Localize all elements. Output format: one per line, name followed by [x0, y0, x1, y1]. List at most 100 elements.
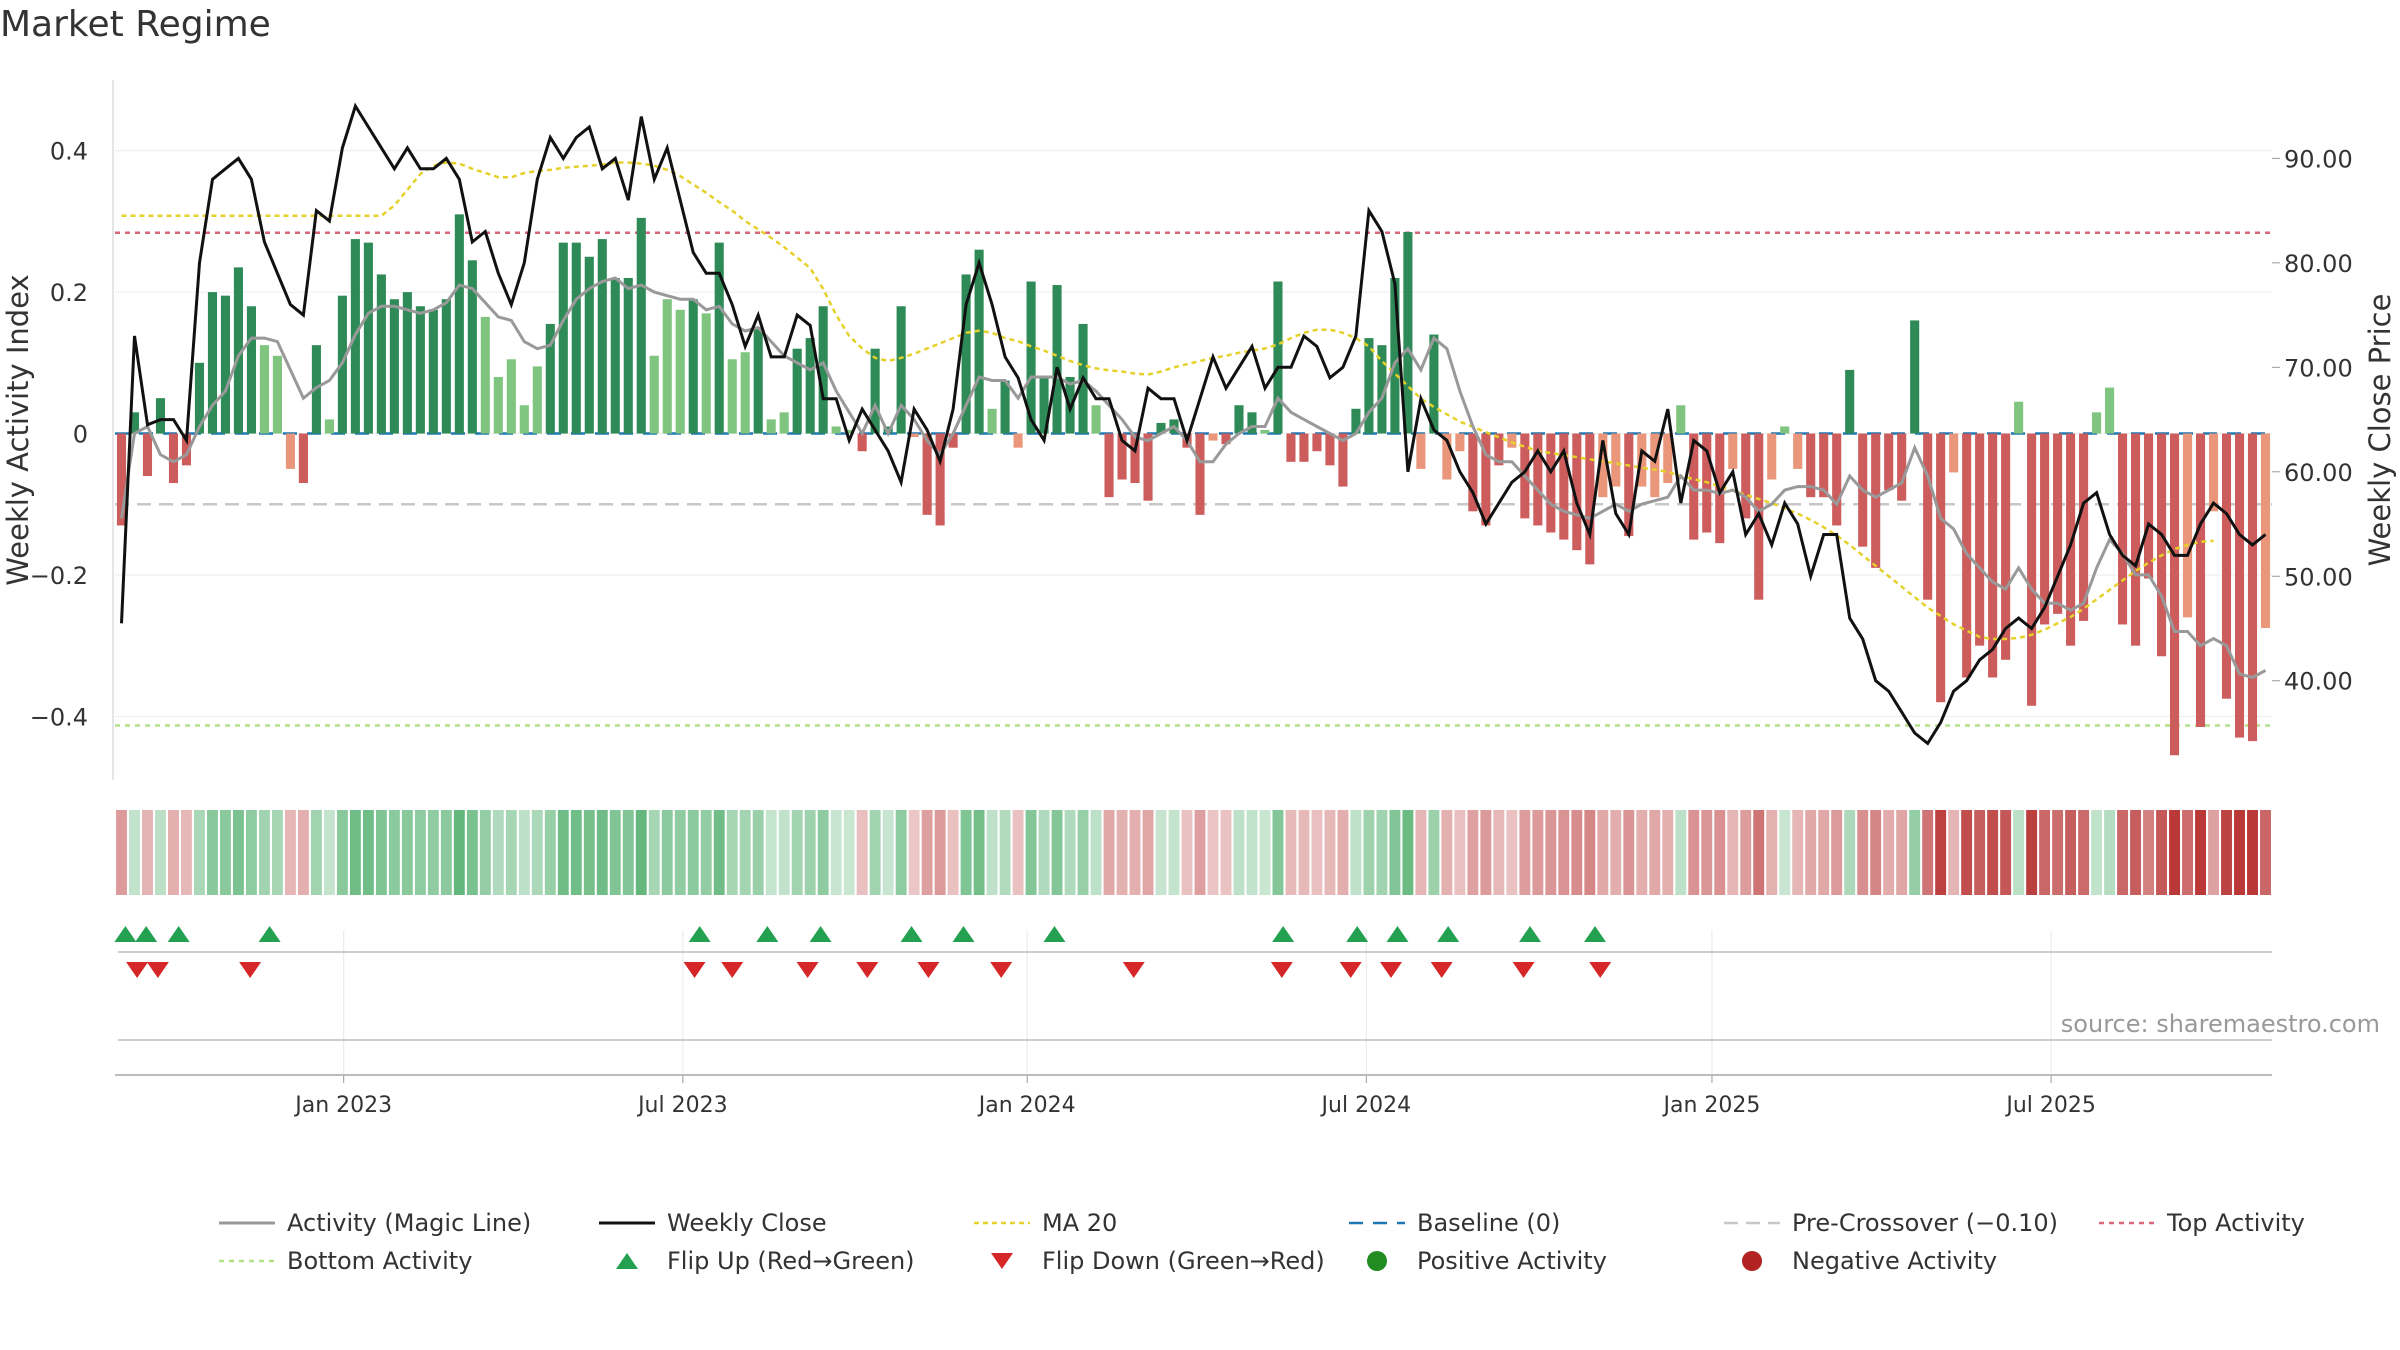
flip-up-marker — [809, 926, 832, 942]
flip-up-marker — [1584, 926, 1607, 942]
activity-bar — [545, 323, 555, 434]
regime-strip-cell — [2156, 810, 2168, 895]
legend-label: MA 20 — [1042, 1209, 1118, 1237]
activity-bar — [1377, 345, 1387, 434]
x-tick-label: Jul 2023 — [636, 1093, 728, 1118]
legend-label: Pre-Crossover (−0.10) — [1792, 1209, 2059, 1237]
regime-strip-cell — [895, 810, 907, 895]
regime-strip-cell — [1922, 810, 1934, 895]
activity-bar — [1364, 338, 1374, 434]
regime-strip-cell — [142, 810, 153, 895]
flip-up-marker — [1437, 926, 1460, 942]
legend-symbol-bottom — [219, 1259, 275, 1263]
regime-strip-cell — [1558, 810, 1570, 895]
activity-bar — [636, 217, 646, 434]
regime-strip-cell — [1987, 810, 1999, 895]
regime-strip-cell — [1649, 810, 1661, 895]
regime-strip-cell — [2091, 810, 2103, 895]
legend-item-flip_down: Flip Down (Green→Red) — [970, 1243, 1325, 1279]
activity-bars — [116, 214, 2271, 756]
regime-strip-cell — [1909, 810, 1921, 895]
activity-bar — [1546, 433, 1556, 533]
activity-bar — [1494, 433, 1504, 466]
regime-strip-cell — [1051, 810, 1063, 895]
legend-item-ma: MA 20 — [970, 1205, 1117, 1241]
legend-symbol-precross — [1724, 1221, 1780, 1225]
flip-down-marker — [683, 962, 706, 978]
flip-down-marker — [1589, 962, 1612, 978]
activity-bar — [1403, 232, 1413, 434]
regime-strip-cell — [388, 810, 400, 895]
activity-bar — [246, 306, 256, 434]
activity-bar — [753, 327, 763, 434]
legend-negative-dot — [1742, 1251, 1762, 1271]
activity-bar — [1104, 433, 1114, 498]
activity-bar — [2234, 433, 2245, 738]
legend-symbol-flip_down — [991, 1253, 1013, 1269]
activity-bar — [2079, 433, 2089, 621]
activity-bar — [857, 433, 867, 452]
regime-strip-cell — [414, 810, 426, 895]
activity-bar — [870, 348, 880, 434]
flip-down-marker — [856, 962, 879, 978]
activity-bar — [2092, 412, 2102, 434]
activity-bar — [1728, 433, 1738, 469]
regime-strip-cell — [1181, 810, 1193, 895]
regime-strip-cell — [1480, 810, 1492, 895]
regime-strip-cell — [1727, 810, 1739, 895]
regime-strip-cell — [999, 810, 1011, 895]
flip-down-marker — [796, 962, 819, 978]
regime-strip-cell — [505, 810, 517, 895]
activity-bar — [2182, 433, 2193, 618]
activity-bar — [1468, 433, 1478, 512]
y-left-tick-label: −0.4 — [30, 703, 88, 731]
regime-strip-cell — [830, 810, 842, 895]
activity-bar — [480, 316, 490, 434]
legend-symbol-magic — [219, 1221, 275, 1225]
activity-bar — [571, 242, 581, 434]
regime-strip-cell — [2000, 810, 2012, 895]
flip-up-marker — [900, 926, 923, 942]
activity-bar — [194, 362, 205, 434]
activity-bar — [2247, 433, 2258, 742]
activity-bar — [1923, 433, 1933, 600]
regime-strip-cell — [1675, 810, 1687, 895]
legend-label: Baseline (0) — [1417, 1209, 1561, 1237]
activity-bar — [1156, 422, 1166, 434]
activity-bar — [2195, 433, 2206, 727]
activity-bar — [558, 242, 568, 434]
regime-strip-cell — [232, 810, 244, 895]
regime-strip-cell — [531, 810, 543, 895]
regime-strip-cell — [1636, 810, 1648, 895]
regime-strip-cell — [323, 810, 335, 895]
regime-strip-cell — [2052, 810, 2064, 895]
activity-bar — [779, 412, 789, 434]
activity-bar — [220, 295, 230, 434]
activity-bar — [2169, 433, 2180, 756]
regime-strip-cell — [206, 810, 218, 895]
regime-strip-cell — [479, 810, 491, 895]
regime-strip-cell — [1818, 810, 1830, 895]
activity-bar — [1650, 433, 1660, 498]
regime-strip-cell — [752, 810, 764, 895]
flip-down-marker — [126, 962, 149, 978]
activity-bar — [688, 299, 698, 434]
regime-strip-cell — [297, 810, 309, 895]
activity-bar — [1455, 433, 1465, 452]
source-credit: source: sharemaestro.com — [2060, 1010, 2380, 1038]
regime-strip-cell — [219, 810, 231, 895]
regime-strip-cell — [1792, 810, 1804, 895]
activity-bar — [766, 419, 776, 434]
legend-item-pos_dot: Positive Activity — [1345, 1243, 1607, 1279]
regime-strip-cell — [1194, 810, 1206, 895]
regime-strip-cell — [168, 810, 179, 895]
legend-label: Negative Activity — [1792, 1247, 1998, 1275]
activity-bar — [1039, 376, 1049, 434]
regime-strip-cell — [1844, 810, 1856, 895]
activity-bar — [922, 433, 932, 515]
legend-item-bottom: Bottom Activity — [215, 1243, 472, 1279]
regime-strip-cell — [453, 810, 465, 895]
activity-bar — [1897, 433, 1907, 501]
regime-strip-cell — [921, 810, 933, 895]
regime-strip-cell — [1701, 810, 1713, 895]
